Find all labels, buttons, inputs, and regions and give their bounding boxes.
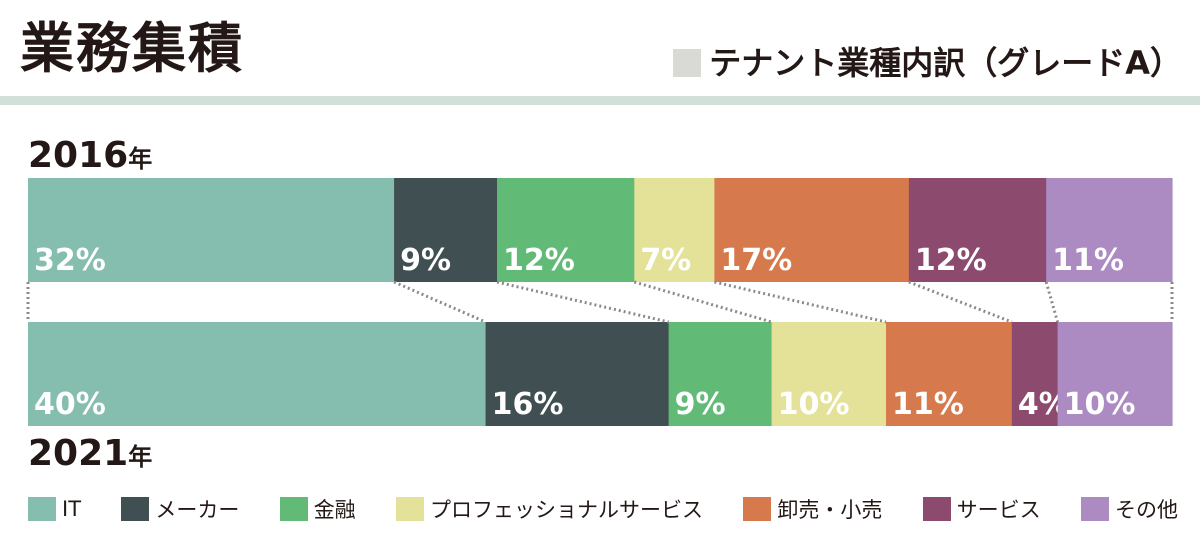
bar-segment-top-2	[497, 178, 635, 282]
subtitle-group: テナント業種内訳（グレードA）	[673, 42, 1182, 84]
legend-item: 金融	[279, 494, 356, 524]
legend-label: プロフェッショナルサービス	[430, 498, 704, 522]
connector-line	[633, 280, 773, 324]
legend-label: メーカー	[155, 498, 240, 522]
bar-segment-top-5	[908, 178, 1047, 282]
legend-item: メーカー	[121, 494, 239, 524]
legend-item: IT	[28, 497, 81, 521]
year-suffix: 年	[128, 443, 153, 471]
bar-value-label: 17%	[720, 243, 792, 278]
legend-swatch	[922, 497, 951, 521]
bar-segment-bottom-3	[771, 322, 887, 426]
bar-segment-top-1	[394, 178, 498, 282]
legend-label: IT	[62, 497, 82, 521]
bar-value-label: 9%	[400, 243, 451, 278]
bar-segment-bottom-5	[1011, 322, 1059, 426]
year-number: 2016	[28, 135, 129, 176]
legend-swatch	[28, 497, 56, 521]
year-label-2021: 2021年	[28, 436, 152, 472]
legend-label: 金融	[313, 498, 356, 522]
bar-segment-top-3	[634, 178, 715, 282]
bar-value-label: 11%	[892, 387, 964, 422]
legend-item: サービス	[922, 494, 1041, 524]
bar-segment-top-0	[28, 178, 395, 282]
bar-segment-bottom-4	[886, 322, 1013, 426]
bar-value-label: 12%	[915, 243, 987, 278]
bar-value-label: 9%	[675, 387, 726, 422]
bar-value-label: 10%	[778, 387, 850, 422]
square-marker-icon	[673, 49, 702, 77]
bar-segment-top-6	[1046, 178, 1173, 282]
connector-line	[1044, 281, 1060, 323]
legend-swatch	[396, 497, 425, 521]
legend-item: その他	[1081, 494, 1178, 524]
bar-value-label: 32%	[34, 243, 106, 278]
bar-segment-top-4	[714, 178, 910, 282]
bar-value-label: 40%	[34, 387, 106, 422]
header-divider	[0, 96, 1200, 105]
legend: IT メーカー 金融 プロフェッショナルサービス 卸売・小売 サービス その他	[28, 492, 1178, 526]
chart-subtitle: テナント業種内訳（グレードA）	[709, 44, 1182, 82]
legend-swatch	[1081, 497, 1109, 521]
connector-line	[714, 280, 887, 324]
year-label-2016: 2016年	[28, 138, 152, 174]
bar-segment-bottom-0	[28, 322, 487, 426]
legend-label: 卸売・小売	[777, 498, 883, 522]
legend-label: その他	[1115, 498, 1178, 522]
year-number: 2021	[28, 433, 129, 474]
legend-swatch	[121, 497, 150, 521]
bar-segment-bottom-2	[668, 322, 773, 426]
legend-item: プロフェッショナルサービス	[396, 494, 703, 524]
bar-segment-bottom-1	[485, 322, 670, 426]
connector-line	[393, 280, 487, 324]
legend-swatch	[743, 497, 772, 521]
connector-line	[908, 280, 1013, 324]
year-suffix: 年	[128, 145, 153, 173]
bar-value-label: 16%	[492, 387, 564, 422]
page-title: 業務集積	[20, 17, 244, 80]
legend-label: サービス	[956, 498, 1041, 522]
legend-swatch	[279, 497, 308, 521]
bar-value-label: 7%	[640, 243, 691, 278]
bar-value-label: 11%	[1052, 243, 1124, 278]
bar-value-label: 12%	[503, 243, 575, 278]
bar-value-label: 10%	[1064, 387, 1136, 422]
legend-item: 卸売・小売	[743, 494, 882, 524]
connector-line	[496, 280, 669, 324]
bar-segment-bottom-6	[1057, 322, 1173, 426]
